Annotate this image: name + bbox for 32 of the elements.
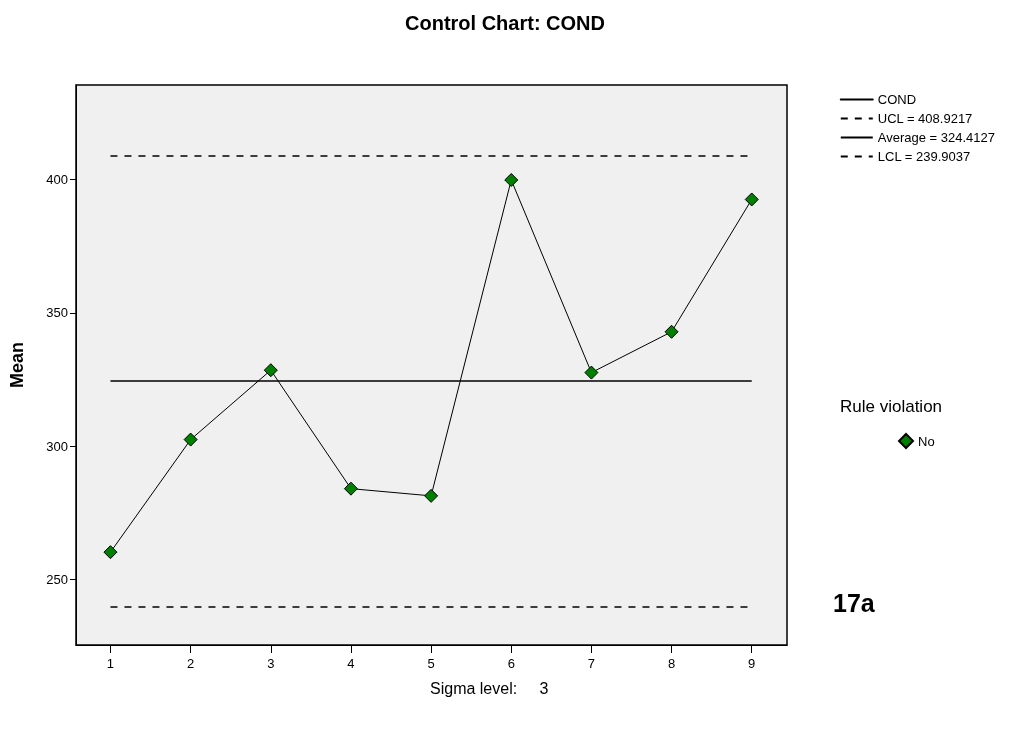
legend-label: No	[918, 433, 935, 449]
point	[183, 432, 198, 447]
legend-label: COND	[877, 92, 917, 107]
x-tick-label: 1	[106, 656, 115, 671]
point	[103, 545, 118, 560]
x-tick-label: 6	[507, 656, 515, 671]
legend-title: Rule violation	[840, 397, 943, 416]
chart-title: Control Chart: COND	[405, 12, 605, 34]
legend-label: UCL = 408.9217	[877, 111, 973, 126]
x-tick-label: 3	[267, 656, 275, 671]
legend-label: LCL = 239.9037	[877, 149, 971, 164]
x-tick-label: 9	[748, 656, 756, 671]
x-tick-label: 4	[347, 656, 355, 671]
point	[263, 363, 278, 378]
x-tick-label: 5	[427, 656, 435, 671]
y-tick-label: 250	[46, 572, 68, 588]
x-tick-label: 7	[587, 656, 596, 671]
point	[664, 324, 679, 339]
y-tick-label: 300	[46, 438, 68, 454]
legend-label: Average = 324.4127	[877, 130, 996, 145]
point	[584, 365, 599, 380]
y-tick-label: 400	[46, 171, 68, 187]
x-tick-label: 8	[667, 656, 676, 671]
text: Sigma level: 3	[430, 679, 549, 697]
point	[343, 481, 358, 496]
text: 17a	[833, 588, 876, 617]
point	[504, 172, 519, 187]
point	[424, 488, 439, 503]
y-tick-label: 350	[46, 305, 68, 321]
x-tick-label: 2	[187, 656, 195, 671]
y-axis-title: Mean	[7, 341, 27, 389]
point	[744, 192, 759, 207]
